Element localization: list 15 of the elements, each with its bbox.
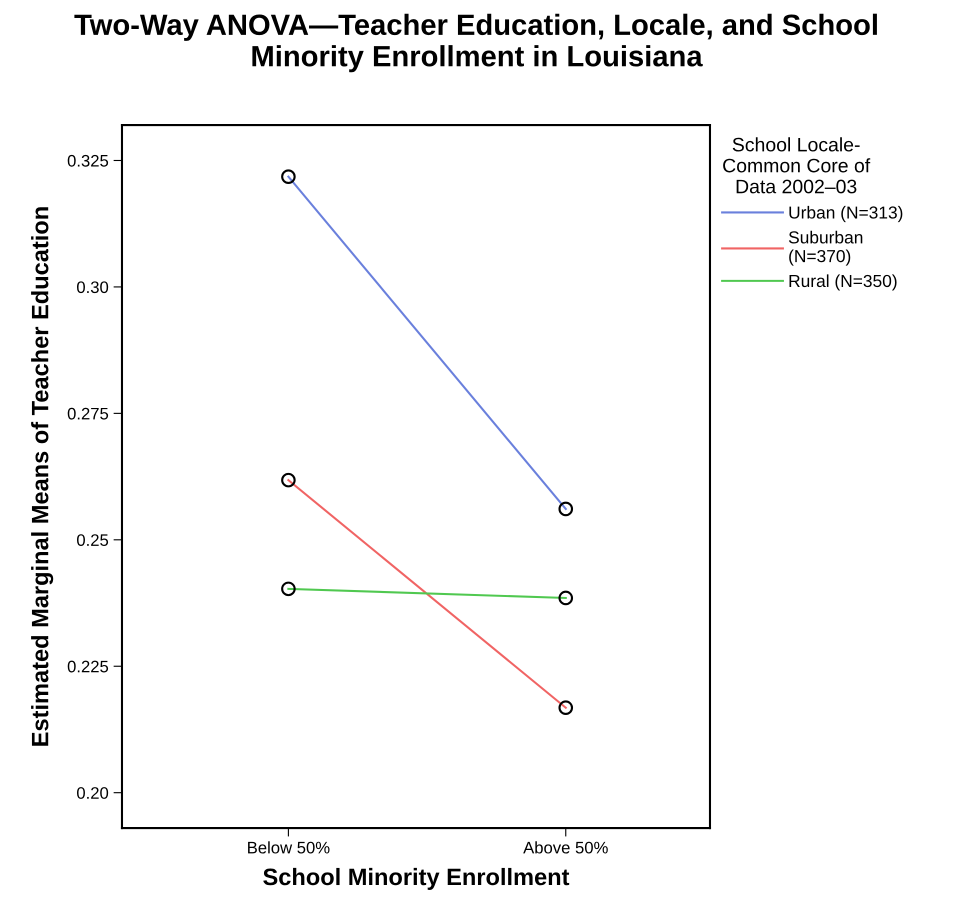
legend-label: Urban (N=313) [789, 206, 902, 222]
x-tick-label: Below 50% [248, 841, 330, 854]
legend-label: Rural (N=350) [790, 274, 897, 291]
legend-title: School Locale- Common Core of Data 2002–03 [723, 137, 870, 194]
legend-label: Suburban (N=370) [788, 230, 862, 266]
y-tick-label: 0.225 [68, 660, 108, 672]
y-axis-title: Estimated Marginal Means of Teacher Education [31, 207, 54, 746]
x-tick-label: Above 50% [523, 841, 608, 854]
chart-title: Two-Way ANOVA—Teacher Education, Locale, and School Minority Enrollment in Louisiana [74, 14, 877, 72]
y-tick-label: 0.325 [68, 154, 108, 167]
y-tick-label: 0.30 [77, 281, 108, 294]
y-tick-label: 0.275 [68, 408, 108, 420]
x-axis-title: School Minority Enrollment [263, 868, 570, 890]
y-tick-label: 0.20 [77, 787, 108, 799]
y-tick-label: 0.25 [77, 534, 108, 546]
